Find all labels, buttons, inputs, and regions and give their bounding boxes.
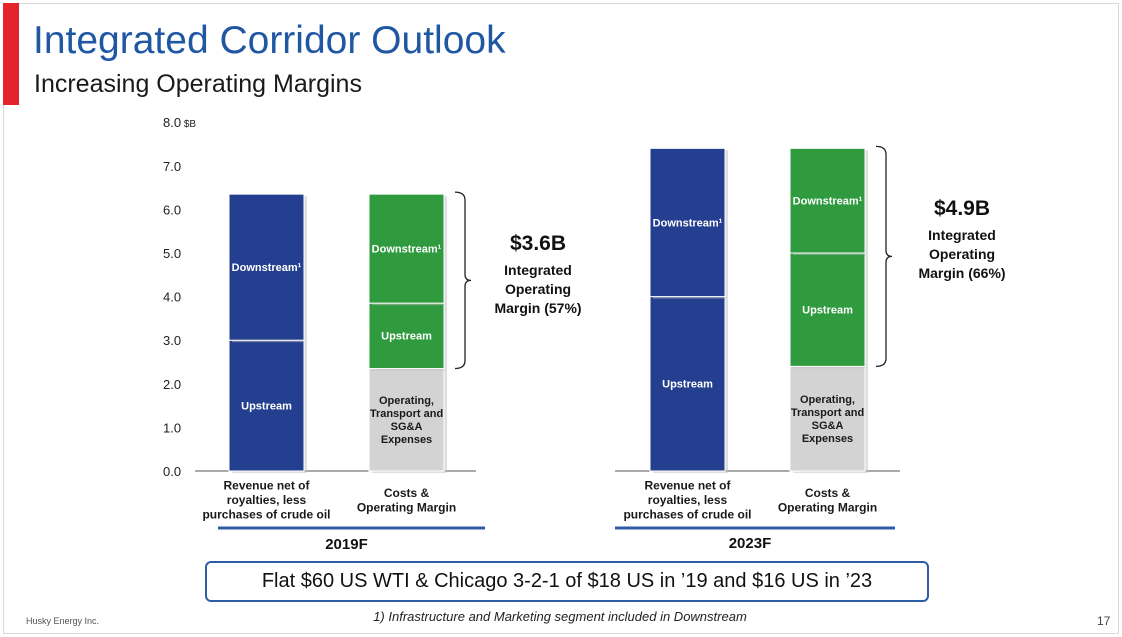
bar-segment-label: Upstream <box>662 379 713 391</box>
bar-segment <box>368 193 445 304</box>
margin-description: Integrated Operating Margin (57%) <box>494 262 581 316</box>
bar-segment <box>789 147 866 254</box>
group-label: 2023F <box>729 535 772 552</box>
title-accent-bar <box>3 3 19 105</box>
bar-segment-label: Upstream <box>241 400 292 412</box>
y-tick-label: 7.0 <box>163 159 181 174</box>
bar-segment-label: Upstream <box>381 331 432 343</box>
bar-segment <box>649 296 726 472</box>
x-category-label: Costs & Operating Margin <box>357 486 456 515</box>
bar-segment-label: Downstream¹ <box>793 196 863 208</box>
y-tick-label: 8.0 $B <box>163 115 196 130</box>
bar-segment-label: Operating, Transport and SG&A Expenses <box>791 394 864 445</box>
margin-bracket <box>875 145 893 368</box>
bar-segment-label: Upstream <box>802 305 853 317</box>
bar-segment-label: Downstream¹ <box>372 243 442 255</box>
footnote: 1) Infrastructure and Marketing segment … <box>373 609 747 624</box>
y-tick-label: 6.0 <box>163 202 181 217</box>
bar-segment <box>368 368 445 472</box>
x-category-label: Revenue net of royalties, less purchases o… <box>202 479 330 522</box>
bar-segment <box>649 147 726 298</box>
assumptions-box: Flat $60 US WTI & Chicago 3-2-1 of $18 U… <box>205 561 929 602</box>
page-number: 17 <box>1097 614 1111 628</box>
bar-segment <box>228 339 305 472</box>
bar-segment <box>789 252 866 367</box>
bar-segment <box>368 302 445 370</box>
bar-segment-label: Downstream¹ <box>232 262 302 274</box>
slide-subtitle: Increasing Operating Margins <box>34 70 362 98</box>
y-tick-label: 5.0 <box>163 246 181 261</box>
x-category-label: Costs & Operating Margin <box>778 486 877 515</box>
company-name: Husky Energy Inc. <box>26 616 100 626</box>
group-label: 2019F <box>325 536 368 553</box>
y-tick-label: 3.0 <box>163 333 181 348</box>
bar-segment <box>228 193 305 341</box>
slide-frame <box>3 3 1119 634</box>
y-tick-label: 4.0 <box>163 290 181 305</box>
slide-title: Integrated Corridor Outlook <box>33 19 506 62</box>
bar-segment-label: Operating, Transport and SG&A Expenses <box>370 395 443 446</box>
bar-segment-label: Downstream¹ <box>653 217 723 229</box>
y-tick-label: 0.0 <box>163 464 181 479</box>
margin-value: $3.6B <box>510 232 566 255</box>
margin-bracket <box>454 191 472 370</box>
y-tick-label: 1.0 <box>163 420 181 435</box>
margin-description: Integrated Operating Margin (66%) <box>918 227 1005 281</box>
y-tick-label: 2.0 <box>163 377 181 392</box>
x-category-label: Revenue net of royalties, less purchases o… <box>623 479 751 522</box>
margin-value: $4.9B <box>934 197 990 220</box>
